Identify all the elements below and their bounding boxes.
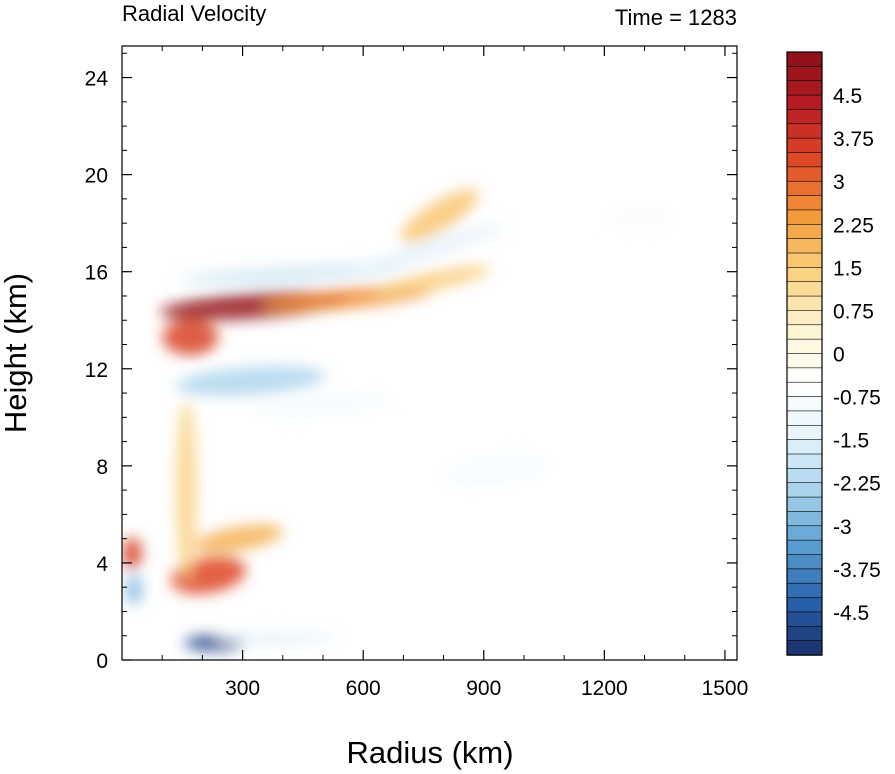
colorbar-swatch	[786, 338, 823, 355]
colorbar-swatch	[786, 468, 823, 484]
colorbar-frame	[786, 51, 823, 656]
field-feature-13	[194, 524, 283, 553]
time-label: Time = 1283	[615, 5, 737, 30]
y-tick-label: 0	[96, 650, 108, 673]
field-feature-6	[400, 189, 479, 243]
colorbar-swatch	[786, 539, 823, 556]
colorbar-swatch	[786, 123, 823, 139]
x-tick-label: 900	[466, 677, 501, 700]
field-feature-4	[180, 264, 401, 284]
x-tick-label: 1200	[581, 677, 628, 700]
colorbar-swatch	[786, 310, 823, 326]
colorbar-swatch	[786, 597, 823, 613]
axis-ticks: 300 600 900 1200 1500 0 4 8 12 16 20 24	[85, 46, 749, 700]
colorbar-tick-label: -4.5	[833, 602, 869, 625]
colorbar-swatch	[786, 511, 823, 527]
field-feature-8	[175, 365, 326, 396]
colorbar-tick-label: 2.25	[833, 214, 874, 237]
colorbar-swatch	[786, 625, 823, 642]
colorbar-swatch	[786, 137, 823, 154]
velocity-field	[122, 189, 676, 652]
colorbar-swatch	[786, 367, 823, 383]
field-feature-3	[372, 266, 491, 297]
field-feature-9	[253, 393, 393, 417]
colorbar-tick-label: -3.75	[833, 559, 881, 582]
colorbar-swatch	[786, 640, 823, 656]
colorbar-swatch	[786, 582, 823, 599]
colorbar-swatch	[786, 238, 823, 254]
colorbar-swatch	[786, 496, 823, 513]
colorbar-tick-label: 0.75	[833, 300, 874, 323]
colorbar-tick-label: -3	[833, 516, 852, 539]
plot-frame	[121, 45, 738, 661]
colorbar-tick-label: 3	[833, 171, 845, 194]
field-feature-17	[214, 632, 335, 645]
colorbar-swatch	[786, 525, 823, 541]
chart-title: Radial Velocity	[122, 1, 266, 26]
y-tick-label: 12	[85, 359, 108, 382]
colorbar-swatch	[786, 252, 823, 269]
colorbar-tick-label: -2.25	[833, 473, 881, 496]
field-feature-15	[125, 574, 144, 605]
colorbar-tick-label: -1.5	[833, 430, 869, 453]
field-feature-5	[351, 223, 504, 277]
colorbar-swatch	[786, 180, 823, 197]
colorbar-tick-label: 1.5	[833, 257, 862, 280]
y-tick-label: 8	[96, 456, 108, 479]
colorbar-swatch	[786, 209, 823, 225]
colorbar-swatch	[786, 324, 823, 340]
colorbar-swatch	[786, 554, 823, 570]
field-feature-11	[605, 206, 676, 231]
colorbar-swatch	[786, 94, 823, 111]
colorbar-tick-label: 0	[833, 344, 845, 367]
y-tick-label: 4	[96, 553, 108, 576]
colorbar-swatch	[786, 295, 823, 312]
colorbar-swatch	[786, 568, 823, 584]
y-tick-label: 24	[85, 68, 109, 91]
colorbar-tick-label: 3.75	[833, 128, 874, 151]
colorbar-swatch	[786, 482, 823, 498]
colorbar-tick-label: -0.75	[833, 387, 881, 410]
y-tick-label: 16	[85, 262, 108, 285]
colorbar-swatch	[786, 611, 823, 627]
colorbar-swatch	[786, 80, 823, 96]
colorbar-swatch	[786, 66, 823, 82]
field-feature-10	[441, 453, 551, 489]
colorbar: 4.5 3.75 3 2.25 1.5 0.75 0 -0.75 -1.5 -2.25 -3 -3.7…	[786, 51, 881, 656]
field-feature-7	[162, 319, 219, 356]
colorbar-swatch	[786, 51, 823, 68]
colorbar-swatch	[786, 396, 823, 412]
colorbar-swatch	[786, 281, 823, 297]
colorbar-swatch	[786, 223, 823, 240]
colorbar-swatch	[786, 152, 823, 168]
colorbar-swatch	[786, 353, 823, 369]
colorbar-tick-label: 4.5	[833, 85, 862, 108]
x-axis-label: Radius (km)	[346, 735, 513, 770]
x-tick-label: 600	[346, 677, 381, 700]
y-axis-label: Height (km)	[0, 273, 33, 433]
field-feature-18	[176, 400, 197, 581]
colorbar-swatch	[786, 381, 823, 398]
colorbar-swatch	[786, 410, 823, 426]
colorbar-swatch	[786, 439, 823, 455]
y-tick-label: 20	[85, 165, 108, 188]
colorbar-swatch	[786, 453, 823, 470]
field-feature-14	[122, 537, 143, 570]
x-tick-label: 300	[225, 677, 260, 700]
colorbar-swatch	[786, 166, 823, 182]
colorbar-swatch	[786, 195, 823, 211]
colorbar-swatch	[786, 109, 823, 125]
colorbar-swatch	[786, 424, 823, 441]
colorbar-swatch	[786, 267, 823, 283]
x-tick-label: 1500	[702, 677, 749, 700]
